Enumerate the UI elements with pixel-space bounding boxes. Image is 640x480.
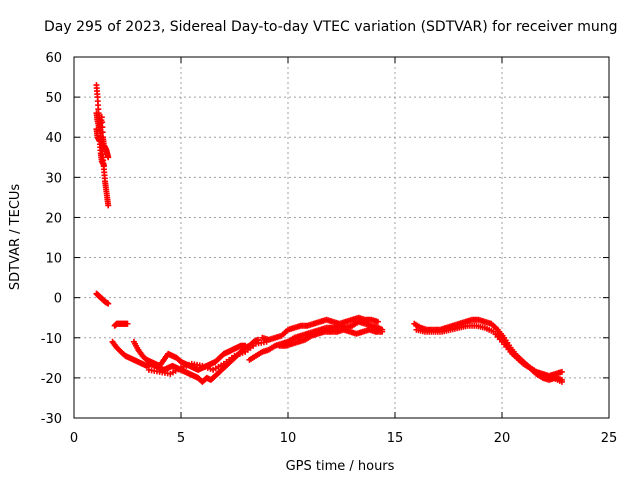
data-point bbox=[99, 119, 106, 126]
y-axis: -30 -20 -10 0 10 20 30 40 50 60 bbox=[41, 51, 609, 427]
data-point bbox=[98, 114, 105, 121]
x-axis: 0 5 10 15 20 25 bbox=[70, 57, 617, 446]
grid bbox=[74, 57, 609, 418]
data-point bbox=[100, 162, 107, 169]
x-axis-label: GPS time / hours bbox=[286, 459, 395, 474]
y-tick-label: -10 bbox=[41, 332, 62, 347]
data-point bbox=[99, 129, 106, 136]
x-tick-label: 0 bbox=[70, 431, 78, 446]
data-point bbox=[124, 320, 131, 327]
data-point bbox=[105, 300, 112, 307]
y-tick-label: 20 bbox=[45, 211, 62, 226]
data-points bbox=[93, 82, 565, 385]
y-tick-label: 60 bbox=[45, 51, 62, 66]
x-tick-label: 5 bbox=[177, 431, 185, 446]
x-tick-label: 15 bbox=[387, 431, 404, 446]
data-point bbox=[99, 124, 106, 131]
data-point bbox=[558, 376, 565, 383]
y-tick-label: 40 bbox=[45, 131, 62, 146]
y-tick-label: 50 bbox=[45, 91, 62, 106]
y-tick-label: 0 bbox=[54, 292, 62, 307]
x-tick-label: 10 bbox=[280, 431, 297, 446]
y-axis-label: SDTVAR / TECUs bbox=[8, 184, 23, 291]
y-tick-label: 10 bbox=[45, 252, 62, 267]
plot-frame bbox=[73, 56, 610, 419]
y-tick-label: 30 bbox=[45, 171, 62, 186]
chart-title: Day 295 of 2023, Sidereal Day-to-day VTE… bbox=[44, 19, 618, 35]
y-tick-label: -20 bbox=[41, 372, 62, 387]
x-tick-label: 25 bbox=[601, 431, 618, 446]
x-tick-label: 20 bbox=[494, 431, 511, 446]
data-point bbox=[558, 368, 565, 375]
data-point bbox=[105, 202, 112, 209]
data-point bbox=[242, 342, 249, 349]
data-point bbox=[374, 318, 381, 325]
data-point bbox=[379, 328, 386, 335]
y-tick-label: -30 bbox=[41, 412, 62, 427]
data-point bbox=[105, 154, 112, 161]
